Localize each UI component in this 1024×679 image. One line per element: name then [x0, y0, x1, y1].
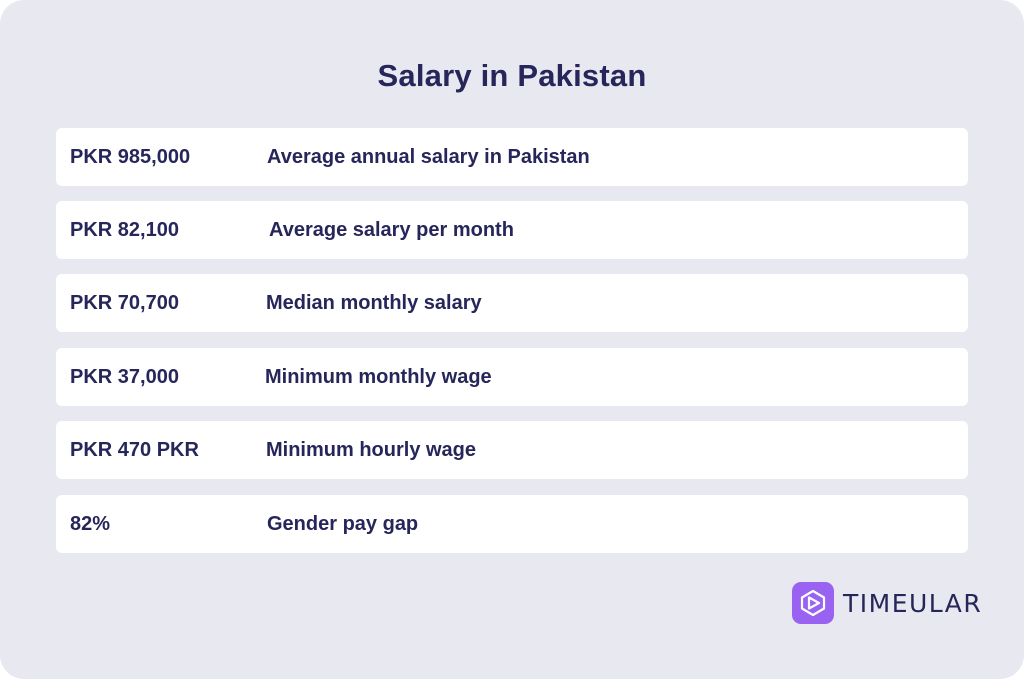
salary-label: Minimum hourly wage	[266, 439, 477, 461]
table-row: 82% Gender pay gap	[56, 495, 968, 553]
salary-label: Median monthly salary	[266, 292, 482, 314]
brand-logo: TIMEULAR	[792, 582, 982, 624]
salary-value: PKR 985,000	[70, 146, 191, 168]
table-row: PKR 37,000 Minimum monthly wage	[56, 348, 968, 406]
salary-value: PKR 37,000	[70, 366, 179, 388]
page-title: Salary in Pakistan	[377, 58, 647, 93]
table-row: PKR 70,700 Median monthly salary	[56, 274, 968, 332]
salary-value: PKR 70,700	[70, 292, 179, 314]
salary-label: Minimum monthly wage	[265, 366, 492, 388]
salary-label: Average annual salary in Pakistan	[267, 146, 590, 168]
brand-name: TIMEULAR	[843, 588, 983, 618]
table-row: PKR 985,000 Average annual salary in Pak…	[56, 128, 968, 186]
salary-value: PKR 82,100	[70, 219, 179, 241]
salary-label: Gender pay gap	[267, 513, 419, 535]
timeular-logo-icon	[792, 582, 834, 624]
salary-label: Average salary per month	[269, 219, 514, 241]
table-row: PKR 82,100 Average salary per month	[56, 201, 968, 259]
table-row: PKR 470 PKR Minimum hourly wage	[56, 421, 968, 479]
salary-value: 82%	[70, 513, 111, 535]
salary-value: PKR 470 PKR	[70, 439, 199, 461]
